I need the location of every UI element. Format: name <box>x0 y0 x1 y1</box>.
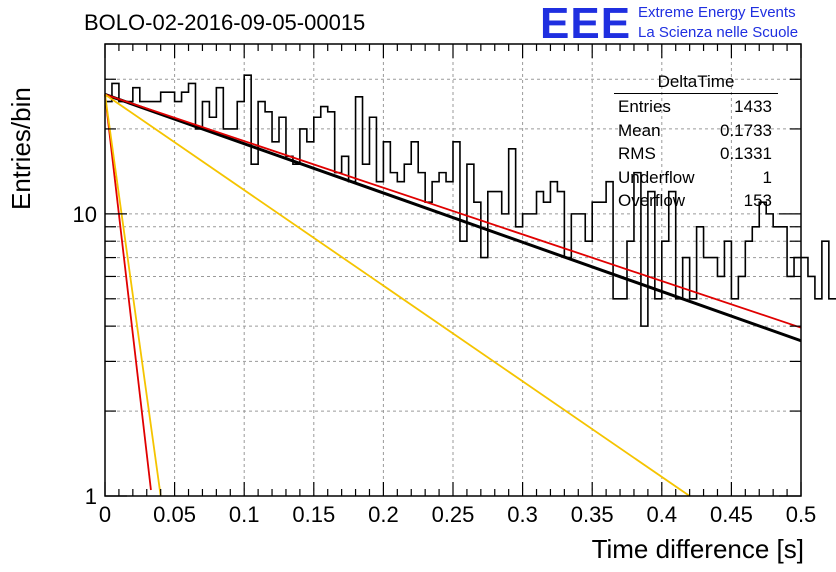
x-tick-label: 0 <box>99 502 111 527</box>
stats-title: DeltaTime <box>614 72 778 94</box>
stats-value: 1 <box>762 167 772 187</box>
x-tick-label: 0.05 <box>153 502 196 527</box>
stats-value: 153 <box>743 191 772 210</box>
fit-curve-1 <box>104 93 802 329</box>
stats-row-mean: Mean 0.1733 <box>614 119 778 143</box>
fit-curve-2 <box>104 94 152 491</box>
fit-curve-3 <box>104 93 691 497</box>
stats-row-overflow: Overflow 153 <box>614 189 778 213</box>
x-tick-label: 0.1 <box>229 502 260 527</box>
y-tick-label: 10 <box>73 202 97 227</box>
x-tick-label: 0.3 <box>507 502 538 527</box>
x-tick-label: 0.5 <box>786 502 817 527</box>
stats-label: Mean <box>618 120 661 140</box>
stats-row-underflow: Underflow 1 <box>614 166 778 190</box>
stats-row-entries: Entries 1433 <box>614 95 778 119</box>
x-tick-label: 0.4 <box>647 502 678 527</box>
stats-value: 0.1331 <box>720 144 772 163</box>
x-tick-label: 0.15 <box>292 502 335 527</box>
x-tick-label: 0.25 <box>432 502 475 527</box>
y-tick-label: 1 <box>85 484 97 509</box>
stats-value: 1433 <box>734 97 772 116</box>
x-tick-label: 0.35 <box>571 502 614 527</box>
grid-layer <box>105 44 801 496</box>
fit-curve-4 <box>104 94 162 497</box>
frame-layer: 0 0.05 0.1 0.15 0.2 0.25 0.3 0.35 0.4 0.45 0.5 1 10 <box>73 43 817 527</box>
stats-label: Underflow <box>618 167 695 187</box>
logo-line-1: Extreme Energy Events <box>638 4 796 21</box>
x-tick-label: 0.2 <box>368 502 399 527</box>
chart-title: BOLO-02-2016-09-05-00015 <box>84 10 366 35</box>
stats-label: Overflow <box>618 191 686 210</box>
stats-row-rms: RMS 0.1331 <box>614 142 778 166</box>
eee-logo: EEE <box>540 0 632 48</box>
stats-value: 0.1733 <box>720 120 772 140</box>
stats-label: Entries <box>618 97 671 116</box>
fit-curve-0 <box>104 93 802 343</box>
x-tick-label: 0.45 <box>710 502 753 527</box>
stats-box: DeltaTime Entries 1433 Mean 0.1733 RMS 0… <box>614 72 778 213</box>
stats-label: RMS <box>618 144 656 163</box>
logo-line-2: La Scienza nelle Scuole <box>638 24 799 41</box>
x-axis-label: Time difference [s] <box>591 534 804 564</box>
